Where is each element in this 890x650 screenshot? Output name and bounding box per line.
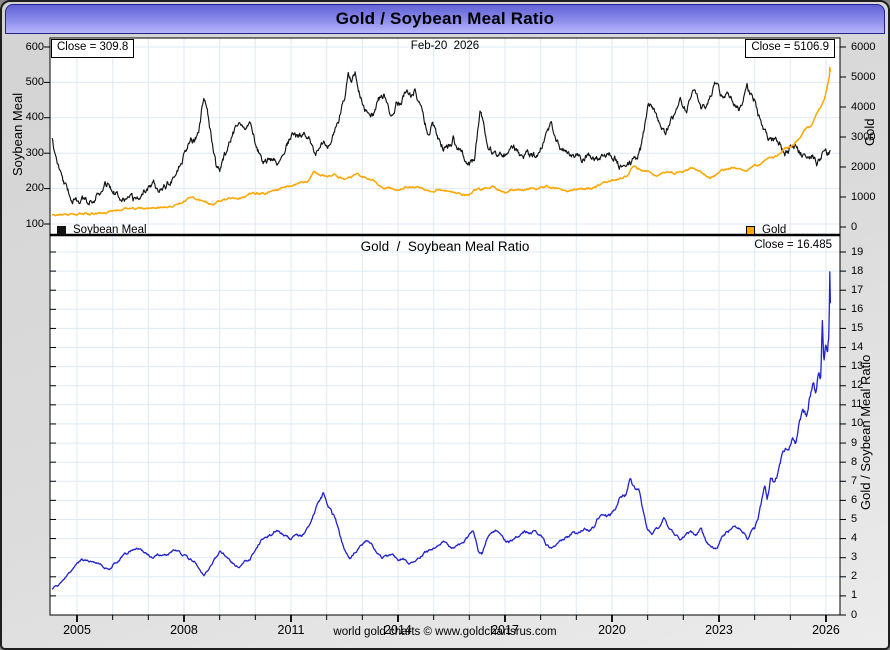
ratio-axis-tick-label: 14 <box>851 341 864 354</box>
ratio-axis-tick-label: 11 <box>851 398 863 411</box>
ratio-axis-tick-label: 8 <box>851 455 858 468</box>
x-axis-year-label: 2011 <box>277 623 305 637</box>
gold-axis-tick-label: 0 <box>851 220 858 233</box>
x-axis-year-label: 2020 <box>598 623 626 637</box>
ratio-axis-tick-label: 0 <box>851 608 858 621</box>
ratio-axis-tick-label: 9 <box>851 436 858 449</box>
legend-gold: Gold <box>746 224 786 236</box>
soybean-axis-tick-label: 100 <box>25 217 44 230</box>
ratio-axis-tick-label: 18 <box>851 264 864 277</box>
soybean-axis-tick-label: 600 <box>25 40 44 53</box>
ratio-axis-tick-label: 17 <box>851 283 864 296</box>
ratio-close-annotation: Close = 16.485 <box>754 239 832 251</box>
ratio-axis-tick-label: 7 <box>851 474 858 487</box>
x-axis-year-label: 2017 <box>491 623 519 637</box>
ratio-axis-tick-label: 12 <box>851 379 864 392</box>
gold-close-annotation: Close = 5106.9 <box>745 39 835 58</box>
left-axis-title: Soybean Meal <box>10 92 25 177</box>
ratio-axis-tick-label: 3 <box>851 551 858 564</box>
ratio-axis-tick-label: 4 <box>851 532 858 545</box>
gold-axis-tick-label: 6000 <box>851 40 876 53</box>
x-axis-year-label: 2026 <box>812 623 840 637</box>
ratio-axis-tick-label: 6 <box>851 493 858 506</box>
ratio-axis-tick-label: 16 <box>851 302 864 315</box>
legend-soybean-meal: Soybean Meal <box>57 224 147 236</box>
footer-credit: world gold charts © www.goldchartsrus.co… <box>333 626 557 638</box>
x-axis-year-label: 2014 <box>384 623 412 637</box>
soybean-axis-tick-label: 400 <box>25 111 44 124</box>
ratio-axis-tick-label: 1 <box>851 589 858 602</box>
soybean-meal-legend-label: Soybean Meal <box>73 224 147 236</box>
x-axis-year-label: 2023 <box>705 623 733 637</box>
ratio-axis-tick-label: 10 <box>851 417 864 430</box>
soybean-axis-tick-label: 200 <box>25 182 44 195</box>
soybean-close-annotation: Close = 309.8 <box>51 39 135 58</box>
ratio-axis-tick-label: 2 <box>851 570 858 583</box>
soybean-axis-tick-label: 300 <box>25 146 44 159</box>
soybean-axis-tick-label: 500 <box>25 75 44 88</box>
gold-axis-tick-label: 4000 <box>851 100 876 113</box>
ratio-axis-tick-label: 15 <box>851 321 864 334</box>
window-titlebar: Gold / Soybean Meal Ratio <box>5 4 885 34</box>
ratio-axis-tick-label: 5 <box>851 512 858 525</box>
x-axis-year-label: 2008 <box>170 623 198 637</box>
gold-swatch <box>746 225 755 235</box>
gold-axis-tick-label: 5000 <box>851 70 876 83</box>
gold-axis-tick-label: 1000 <box>851 190 876 203</box>
gold-axis-tick-label: 2000 <box>851 160 876 173</box>
date-annotation: Feb-20 2026 <box>410 40 480 52</box>
page-title: Gold / Soybean Meal Ratio <box>335 9 555 28</box>
x-axis-year-label: 2005 <box>63 623 91 637</box>
gold-axis-tick-label: 3000 <box>851 130 876 143</box>
ratio-axis-tick-label: 13 <box>851 360 864 373</box>
soybean-meal-swatch <box>57 225 66 235</box>
gold-legend-label: Gold <box>762 224 787 236</box>
ratio-axis-tick-label: 19 <box>851 245 864 258</box>
ratio-panel-title: Gold / Soybean Meal Ratio <box>360 239 530 254</box>
